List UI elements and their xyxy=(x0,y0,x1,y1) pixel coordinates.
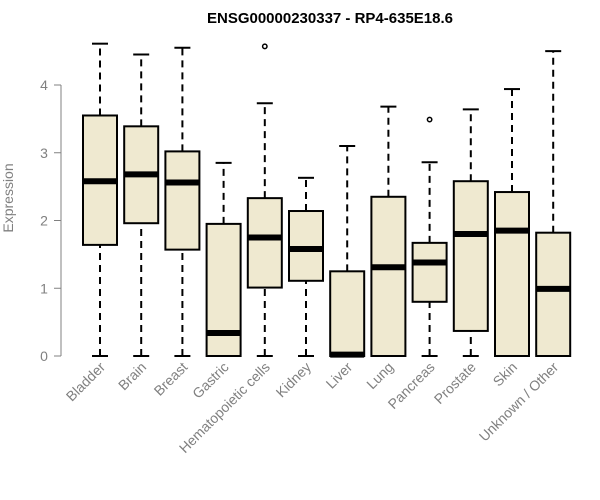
x-tick-label: Brain xyxy=(115,359,149,393)
iqr-box xyxy=(370,195,407,357)
x-tick-label: Skin xyxy=(490,359,521,390)
box-lung xyxy=(370,105,407,357)
x-tick-label: Liver xyxy=(323,359,356,392)
box-skin xyxy=(494,88,530,357)
box-pancreas xyxy=(411,116,448,357)
x-tick-label: Breast xyxy=(151,359,191,399)
outlier-point xyxy=(261,43,268,50)
box-unknown-other xyxy=(535,50,572,358)
box-liver xyxy=(329,144,366,358)
y-tick-label: 0 xyxy=(40,348,48,364)
y-tick-label: 3 xyxy=(40,145,48,161)
x-tick-label: Lung xyxy=(363,359,396,392)
iqr-box xyxy=(246,197,283,289)
iqr-box xyxy=(452,180,489,332)
box-prostate xyxy=(452,108,489,357)
y-tick-label: 1 xyxy=(40,280,48,296)
x-tick-label: Kidney xyxy=(273,359,315,401)
iqr-box xyxy=(205,222,242,357)
iqr-box xyxy=(535,231,572,358)
outlier-point xyxy=(426,116,433,123)
y-axis-label: Expression xyxy=(0,163,16,232)
iqr-box xyxy=(411,241,448,303)
iqr-box xyxy=(164,150,201,251)
chart-title: ENSG00000230337 - RP4-635E18.6 xyxy=(207,10,453,27)
y-tick-label: 2 xyxy=(40,213,48,229)
iqr-box xyxy=(329,270,366,357)
box-breast xyxy=(164,46,201,357)
y-tick-label: 4 xyxy=(40,77,48,93)
box-kidney xyxy=(288,176,324,357)
box-bladder xyxy=(82,42,118,357)
x-tick-label: Bladder xyxy=(63,359,109,405)
y-axis-ticks: 0 1 2 3 4 xyxy=(40,77,61,364)
iqr-box xyxy=(494,191,530,357)
box-series xyxy=(82,42,572,358)
box-gastric xyxy=(205,161,242,357)
box-brain xyxy=(123,53,160,357)
x-tick-label: Prostate xyxy=(431,359,479,407)
iqr-box xyxy=(288,210,324,282)
box-hematopoietic-cells xyxy=(246,43,283,357)
